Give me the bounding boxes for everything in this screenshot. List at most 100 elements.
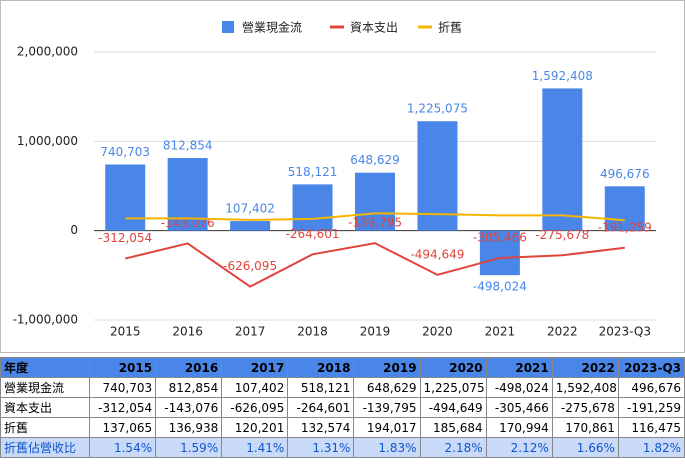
table-cell: 137,065: [88, 417, 157, 438]
table-cell: -494,649: [419, 397, 487, 418]
table-cell: -143,076: [155, 397, 223, 418]
bar-value-label: 518,121: [288, 165, 338, 179]
table-cell: -139,795: [353, 397, 421, 418]
line-value-label: -494,649: [410, 247, 464, 261]
table-row: 資本支出 -312,054 -143,076 -626,095 -264,601 -139…: [0, 397, 685, 418]
bar-value-label: 648,629: [350, 153, 400, 167]
table-cell: 1.41%: [221, 437, 289, 458]
table-cell: -264,601: [287, 397, 355, 418]
table-cell: 2018: [287, 357, 355, 378]
table-cell: 740,703: [88, 377, 157, 398]
table-row: 折舊 137,065 136,938 120,201 132,574 194,017 185…: [0, 417, 685, 438]
bar-value-label: 107,402: [225, 202, 275, 216]
table-cell: -498,024: [485, 377, 553, 398]
bar: [230, 221, 271, 231]
y-tick-label: 1,000,000: [17, 134, 78, 148]
table-cell: 營業現金流: [0, 377, 90, 398]
bar-value-label: 1,225,075: [407, 102, 468, 116]
table-cell: -626,095: [221, 397, 289, 418]
table-row: 折舊佔營收比 1.54% 1.59% 1.41% 1.31% 1.83% 2.18% 2.12…: [0, 437, 685, 458]
x-tick-label: 2018: [297, 325, 328, 339]
line: [124, 242, 625, 288]
table-row: 年度 2015 2016 2017 2018 2019 2020 2021 2022 2023-Q…: [0, 357, 685, 378]
x-tick-label: 2016: [172, 325, 203, 339]
x-tick-label: 2017: [235, 325, 266, 339]
bar: [479, 230, 520, 276]
table-cell: -305,466: [485, 397, 553, 418]
legend-swatch: [222, 21, 234, 33]
table-cell: 年度: [0, 357, 90, 378]
bar: [355, 172, 395, 231]
table-cell: 1.66%: [551, 437, 619, 458]
x-tick-label: 2020: [422, 325, 453, 339]
table-cell: 518,121: [287, 377, 355, 398]
table-cell: 1.59%: [155, 437, 223, 458]
table-cell: 648,629: [353, 377, 421, 398]
table-cell: 2015: [88, 357, 157, 378]
table-cell: 2021: [485, 357, 553, 378]
table-cell: 2.18%: [419, 437, 487, 458]
table-cell: 136,938: [155, 417, 223, 438]
table-cell: -312,054: [88, 397, 157, 418]
bar-value-label: -498,024: [473, 280, 527, 294]
legend-label: 折舊: [438, 20, 462, 35]
table-cell: 2020: [419, 357, 487, 378]
table-cell: 185,684: [419, 417, 487, 438]
table-row: 營業現金流 740,703 812,854 107,402 518,121 648,629…: [0, 377, 685, 398]
table-cell: -191,259: [617, 397, 685, 418]
table-cell: 170,994: [485, 417, 553, 438]
bar: [417, 121, 458, 231]
x-tick-label: 2022: [547, 325, 578, 339]
table-cell: 資本支出: [0, 397, 90, 418]
table-cell: 170,861: [551, 417, 619, 438]
legend-label: 資本支出: [350, 21, 398, 35]
line-value-label: -312,054: [98, 231, 152, 245]
table-cell: 1.82%: [617, 437, 685, 458]
x-tick-label: 2015: [110, 325, 141, 339]
y-tick-label: 0: [70, 223, 78, 237]
table-cell: 132,574: [287, 417, 355, 438]
table-cell: 1.31%: [287, 437, 355, 458]
y-tick-label: -1,000,000: [13, 313, 78, 327]
y-tick-label: 2,000,000: [17, 45, 78, 59]
line-value-label: -305,466: [473, 230, 527, 244]
table-cell: 折舊: [0, 417, 90, 438]
bar: [542, 88, 583, 231]
table-cell: 2.12%: [485, 437, 553, 458]
bar-value-label: 496,676: [600, 167, 650, 181]
legend-label: 營業現金流: [242, 20, 302, 35]
line-value-label: -264,601: [286, 227, 340, 241]
bar: [292, 184, 333, 231]
table-cell: 2023-Q3: [617, 357, 685, 378]
line-value-label: -626,095: [223, 259, 277, 273]
table-cell: 2017: [221, 357, 289, 378]
table-cell: 1.83%: [353, 437, 421, 458]
table-cell: 折舊佔營收比: [0, 437, 90, 458]
line-value-label: -191,259: [598, 220, 652, 234]
bar-value-label: 740,703: [100, 145, 150, 159]
x-tick-label: 2023-Q3: [599, 325, 651, 339]
table-cell: 120,201: [221, 417, 289, 438]
table-cell: 812,854: [155, 377, 223, 398]
table-cell: 2016: [155, 357, 223, 378]
table-cell: 107,402: [221, 377, 289, 398]
table-cell: 1.54%: [88, 437, 157, 458]
bar-value-label: 1,592,408: [532, 69, 593, 83]
table-cell: 116,475: [617, 417, 685, 438]
bar-value-label: 812,854: [163, 139, 213, 153]
line-value-label: -139,795: [348, 216, 402, 230]
x-tick-label: 2019: [360, 325, 391, 339]
x-tick-label: 2021: [485, 325, 516, 339]
bar: [604, 186, 645, 231]
table-cell: -275,678: [551, 397, 619, 418]
line: [125, 212, 625, 222]
data-table: 年度 2015 2016 2017 2018 2019 2020 2021 2022 2023-Q…: [0, 357, 685, 458]
bar: [105, 164, 146, 231]
table-cell: 1,592,408: [551, 377, 619, 398]
line-value-label: -275,678: [535, 228, 589, 242]
table-cell: 2019: [353, 357, 421, 378]
table-cell: 2022: [551, 357, 619, 378]
chart: -1,000,000 0 1,000,000 2,000,000 2015 2016 201…: [0, 0, 685, 353]
table-cell: 1,225,075: [419, 377, 487, 398]
